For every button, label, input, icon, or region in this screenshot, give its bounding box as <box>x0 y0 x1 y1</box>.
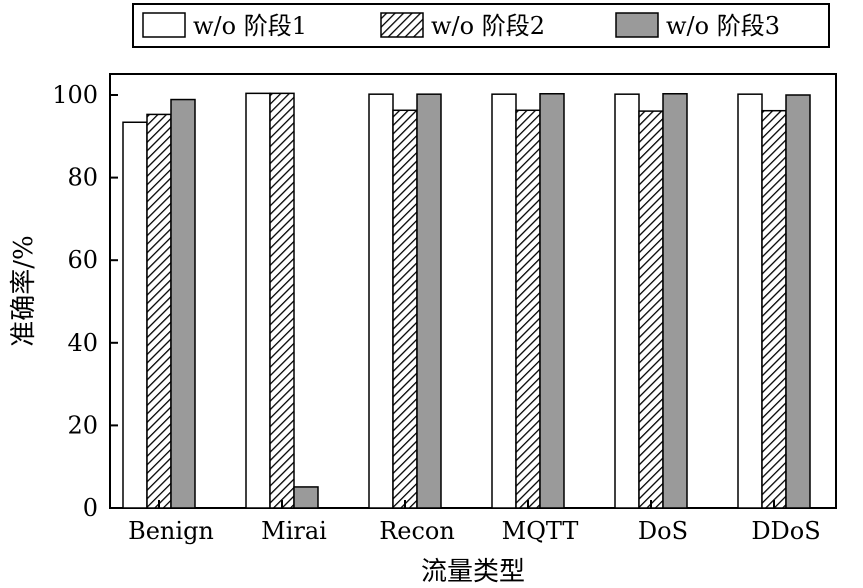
x-axis-title: 流量类型 <box>421 557 525 587</box>
legend-box <box>132 3 830 48</box>
bar-mirai-series-2 <box>269 92 295 509</box>
plot-frame <box>109 73 837 509</box>
bar-benign-series-2 <box>146 113 172 509</box>
bar-dos-series-1 <box>614 93 640 509</box>
bar-mqtt-series-2 <box>515 109 541 509</box>
bar-recon-series-1 <box>368 93 394 509</box>
legend-label-3: w/o 阶段3 <box>666 12 780 40</box>
legend-swatch-2 <box>380 12 424 38</box>
bar-dos-series-2 <box>638 110 664 509</box>
x-tick-label-recon: Recon <box>379 517 455 545</box>
bars <box>122 92 811 509</box>
y-axis-title: 准确率/% <box>9 235 39 346</box>
x-tick-label-ddos: DDoS <box>751 517 820 545</box>
bar-mqtt-series-3 <box>539 93 565 509</box>
bar-mirai-series-3 <box>293 486 319 509</box>
bar-ddos-series-2 <box>761 109 787 509</box>
bar-benign-series-1 <box>122 121 148 509</box>
bar-ddos-series-1 <box>737 93 763 509</box>
bar-ddos-series-3 <box>785 94 811 509</box>
legend-label-1: w/o 阶段1 <box>193 12 307 40</box>
x-tick-label-mirai: Mirai <box>261 517 327 545</box>
y-tick-label-0: 0 <box>83 494 98 522</box>
x-tick-label-mqtt: MQTT <box>502 517 579 545</box>
legend-label-2: w/o 阶段2 <box>431 12 545 40</box>
bar-recon-series-2 <box>392 109 418 509</box>
bar-mqtt-series-1 <box>491 93 517 509</box>
bar-recon-series-3 <box>416 93 442 509</box>
bar-benign-series-3 <box>170 98 196 509</box>
x-tick-label-dos: DoS <box>638 517 688 545</box>
y-tick-label-20: 20 <box>67 411 98 439</box>
y-tick-label-80: 80 <box>67 164 98 192</box>
y-tick-label-60: 60 <box>67 246 98 274</box>
y-tick-label-40: 40 <box>67 329 98 357</box>
legend: w/o 阶段1 w/o 阶段2 w/o 阶段3 <box>132 3 830 48</box>
bar-dos-series-3 <box>662 93 688 509</box>
bar-mirai-series-1 <box>245 92 271 509</box>
x-tick-label-benign: Benign <box>128 517 214 545</box>
legend-swatch-3 <box>615 12 659 38</box>
y-tick-label-100: 100 <box>52 81 98 109</box>
x-axis: Benign Mirai Recon MQTT DoS DDoS <box>128 500 821 545</box>
legend-swatch-1 <box>142 12 186 38</box>
y-axis: 0 20 40 60 80 100 <box>52 81 118 522</box>
